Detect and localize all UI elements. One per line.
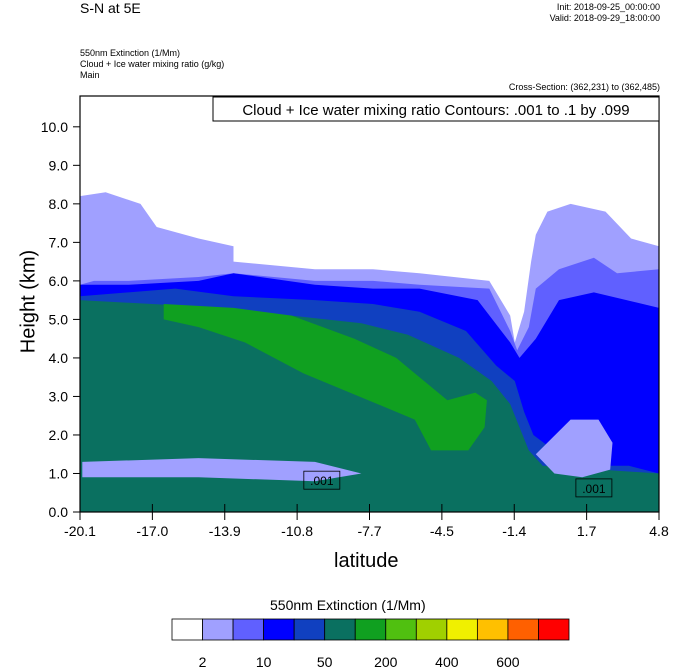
y-tick-label: 10.0	[41, 119, 68, 135]
colorbar-swatch	[446, 618, 478, 641]
y-tick-label: 9.0	[49, 157, 69, 173]
time-info: Init: 2018-09-25_00:00:00 Valid: 2018-09…	[550, 2, 660, 24]
y-tick-label: 1.0	[49, 465, 69, 481]
extinction-region-5	[163, 304, 487, 451]
x-tick-label: 1.7	[577, 523, 597, 539]
x-tick-label: -4.5	[430, 523, 454, 539]
colorbar-swatch	[385, 618, 417, 641]
x-tick-label: -13.9	[209, 523, 241, 539]
extinction-region-6	[535, 419, 613, 478]
colorbar-tick-label: 50	[317, 654, 333, 668]
colorbar-tick-label: 600	[496, 654, 520, 668]
contour-title: Cloud + Ice water mixing ratio Contours:…	[242, 102, 629, 119]
colorbar-tick-label: 10	[256, 654, 272, 668]
colorbar-swatch	[415, 618, 448, 641]
y-tick-label: 0.0	[49, 504, 69, 520]
colorbar-tick-label: 400	[435, 654, 459, 668]
y-tick-label: 6.0	[49, 273, 69, 289]
valid-time: Valid: 2018-09-29_18:00:00	[549, 13, 660, 23]
contour-label-box	[575, 478, 613, 498]
plot-title: S-N at 5E	[80, 0, 141, 16]
colorbar-swatch	[171, 618, 203, 641]
field-label-mixing: Cloud + Ice water mixing ratio (g/kg)	[80, 59, 225, 69]
cross-section-label: Cross-Section: (362,231) to (362,485)	[508, 82, 660, 92]
colorbar-tick-label: 200	[374, 654, 398, 668]
contour-label-box	[303, 470, 341, 490]
init-time: Init: 2018-09-25_00:00:00	[556, 2, 660, 12]
colorbar-swatch	[507, 618, 539, 641]
field-label-main: Main	[80, 70, 100, 80]
colorbar-swatch	[202, 618, 234, 641]
y-tick-label: 4.0	[49, 350, 69, 366]
x-tick-label: 4.8	[649, 523, 669, 539]
contour-title-box	[212, 96, 660, 122]
colorbar-swatch	[232, 618, 265, 641]
colorbar-swatch	[354, 618, 387, 641]
x-tick-label: -10.8	[281, 523, 313, 539]
x-tick-label: -17.0	[136, 523, 168, 539]
x-tick-label: -20.1	[64, 523, 96, 539]
x-tick-label: -1.4	[502, 523, 526, 539]
x-axis-label: latitude	[334, 550, 399, 572]
contour-label: .001	[310, 474, 334, 488]
x-tick-label: -7.7	[357, 523, 381, 539]
contour-label: .001	[582, 482, 606, 496]
colorbar-tick-label: 2	[199, 654, 207, 668]
y-tick-label: 2.0	[49, 427, 69, 443]
colorbar-swatch	[538, 618, 570, 641]
extinction-region-7	[82, 458, 362, 482]
y-tick-label: 8.0	[49, 196, 69, 212]
field-label-extinction: 550nm Extinction (1/Mm)	[80, 48, 181, 58]
colorbar-swatch	[324, 618, 356, 641]
colorbar-title: 550nm Extinction (1/Mm)	[270, 597, 426, 613]
y-tick-label: 5.0	[49, 311, 69, 327]
colorbar-swatch	[476, 618, 509, 641]
colorbar-swatch	[263, 618, 295, 641]
colorbar-swatch	[293, 618, 326, 641]
y-tick-label: 7.0	[49, 234, 69, 250]
heatmap-fill	[80, 96, 659, 512]
y-tick-label: 3.0	[49, 388, 69, 404]
